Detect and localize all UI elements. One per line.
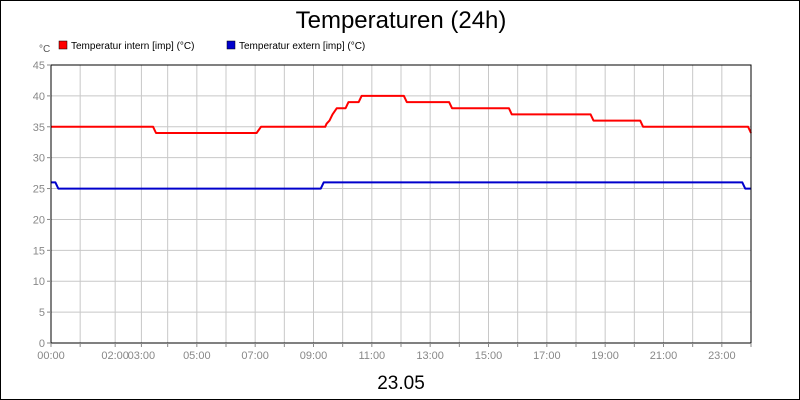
y-tick-label: 5 — [39, 307, 45, 319]
y-tick-label: 40 — [33, 91, 45, 103]
x-tick-label: 19:00 — [591, 350, 619, 362]
x-tick-label: 02:00 — [101, 350, 129, 362]
y-tick-label: 20 — [33, 214, 45, 226]
x-tick-label: 23:00 — [708, 350, 736, 362]
x-tick-label: 15:00 — [475, 350, 503, 362]
y-tick-label: 0 — [39, 338, 45, 350]
legend-swatch — [58, 40, 68, 50]
x-tick-label: 09:00 — [300, 350, 328, 362]
legend-swatch — [226, 40, 236, 50]
x-tick-label: 00:00 — [37, 350, 65, 362]
y-tick-label: 45 — [33, 60, 45, 72]
y-tick-label: 10 — [33, 276, 45, 288]
legend-label: Temperatur extern [imp] (°C) — [239, 41, 365, 52]
x-tick-label: 07:00 — [241, 350, 269, 362]
y-tick-label: 15 — [33, 245, 45, 257]
x-tick-label: 17:00 — [533, 350, 561, 362]
x-tick-label: 13:00 — [416, 350, 444, 362]
grid — [50, 64, 752, 344]
x-tick-label: 21:00 — [650, 350, 678, 362]
series-line-extern — [51, 181, 751, 190]
legend: Temperatur intern [imp] (°C) Temperatur e… — [58, 40, 365, 52]
series-layer — [51, 94, 752, 190]
y-tick-label: 35 — [33, 122, 45, 134]
x-axis-label: 23.05 — [377, 373, 425, 394]
series-line-intern — [51, 94, 752, 134]
x-tick-label: 03:00 — [128, 350, 156, 362]
y-axis: 0 5 10 15 20 25 30 35 40 45 — [33, 60, 51, 350]
legend-label: Temperatur intern [imp] (°C) — [71, 41, 194, 52]
chart-title: Temperaturen (24h) — [296, 7, 507, 34]
x-tick-label: 11:00 — [358, 350, 385, 362]
y-axis-unit: °C — [39, 44, 50, 55]
y-tick-label: 30 — [33, 153, 45, 165]
x-tick-label: 05:00 — [183, 350, 211, 362]
y-tick-label: 25 — [33, 184, 45, 196]
